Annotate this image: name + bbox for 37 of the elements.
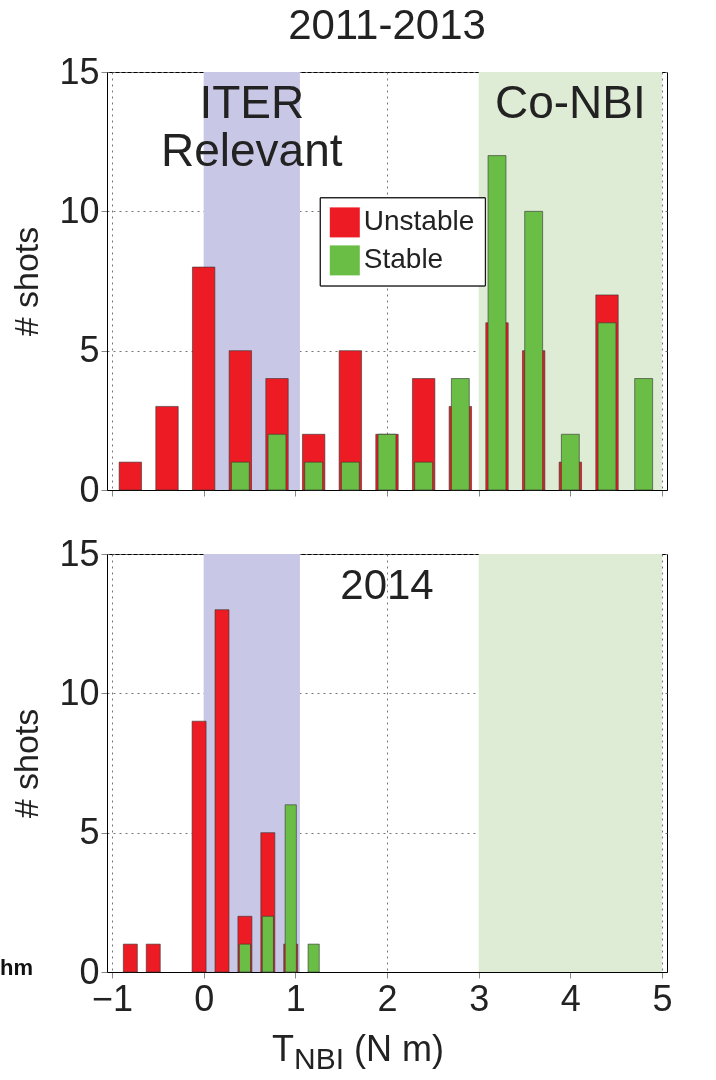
y-tick-label: 15 — [59, 532, 100, 574]
y-tick-label: 0 — [79, 468, 100, 510]
x-tick-label: 1 — [285, 977, 306, 1019]
x-tick-label: 4 — [560, 977, 581, 1019]
y-tick-label: 5 — [79, 811, 100, 853]
legend-label: Unstable — [363, 205, 475, 237]
bar — [487, 155, 507, 491]
y-axis-title: # shots — [7, 708, 46, 819]
y-axis-title: # shots — [7, 226, 46, 337]
y-tick-label: 10 — [59, 671, 100, 713]
bar — [192, 266, 216, 491]
bar — [524, 211, 543, 491]
legend-label: Stable — [363, 243, 444, 275]
x-tick-label: 2 — [377, 977, 398, 1019]
y-tick-label: 15 — [59, 50, 100, 92]
x-tick-label: 3 — [469, 977, 490, 1019]
bar — [145, 943, 161, 973]
bar — [284, 804, 297, 973]
band-label: Co-NBI — [494, 76, 646, 128]
bar — [191, 720, 207, 973]
y-tick-label: 10 — [59, 189, 100, 231]
x-axis-title: T$_{NBI}$ (N m) — [271, 1028, 445, 1077]
bar — [307, 943, 320, 973]
chart-title: 2014 — [340, 561, 434, 608]
bar — [155, 406, 179, 491]
bar — [118, 461, 142, 491]
bar — [561, 433, 580, 491]
band-label: ITER Relevant — [161, 76, 343, 176]
text: hm — [0, 955, 33, 981]
x-tick-label: 0 — [194, 977, 215, 1019]
y-tick-label: 5 — [79, 329, 100, 371]
bar — [123, 943, 138, 973]
chart-title: 2011-2013 — [288, 1, 486, 48]
bar — [214, 609, 230, 973]
bar — [451, 378, 470, 491]
x-tick-label: 5 — [652, 977, 673, 1019]
bar — [634, 378, 653, 491]
